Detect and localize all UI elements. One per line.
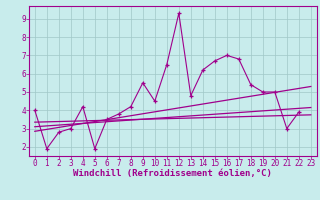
X-axis label: Windchill (Refroidissement éolien,°C): Windchill (Refroidissement éolien,°C) (73, 169, 272, 178)
